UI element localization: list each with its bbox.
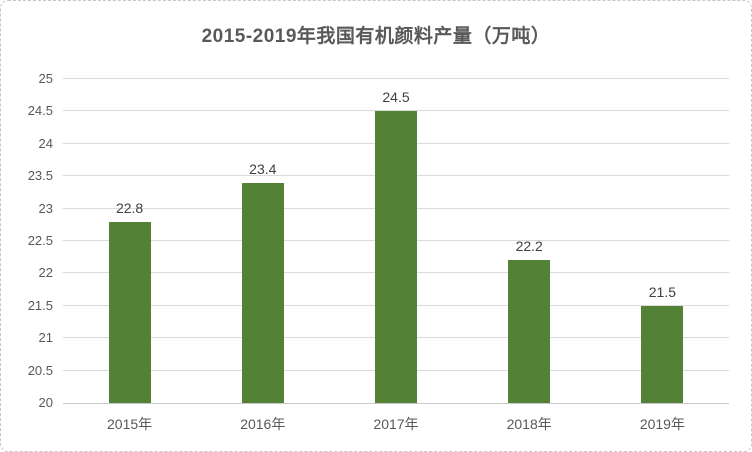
y-axis-tick-label: 20: [38, 395, 53, 410]
y-axis-tick-label: 22: [38, 265, 53, 281]
x-axis-category-label: 2016年: [240, 416, 286, 432]
bar: [641, 305, 684, 403]
y-axis-tick-label: 24.5: [27, 103, 53, 119]
chart-title: 2015-2019年我国有机颜料产量（万吨）: [201, 26, 551, 47]
y-axis-tick-label: 21.5: [27, 297, 53, 313]
bar-value-label: 21.5: [648, 283, 677, 300]
x-axis-category-label: 2018年: [506, 416, 552, 432]
bar: [508, 260, 551, 403]
y-axis-tick-label: 24: [38, 135, 53, 151]
y-axis-tick-label: 23: [38, 200, 53, 216]
plot-area: 20 20.5 21 21.5 22 22.5 23 23.5 24 24.5 25 22.8 2015…: [28, 71, 729, 432]
y-axis-tick-label: 23.5: [27, 168, 53, 184]
y-axis-tick-label: 22.5: [27, 233, 53, 248]
bar-value-label: 22.8: [115, 199, 144, 216]
bar-value-label: 24.5: [382, 89, 410, 106]
x-axis-category-label: 2015年: [107, 416, 153, 432]
y-axis-tick-label: 20.5: [27, 362, 53, 378]
bar-value-label: 22.2: [515, 238, 543, 255]
gridline: [63, 110, 729, 112]
bar: [108, 221, 151, 403]
bar: [375, 111, 417, 403]
y-axis-tick-label: 21: [38, 330, 53, 346]
y-axis-tick-label: 25: [38, 71, 53, 86]
bar: [241, 182, 284, 403]
x-axis-category-label: 2017年: [373, 416, 419, 432]
x-axis-category-label: 2019年: [639, 416, 685, 432]
bar-value-label: 23.4: [249, 160, 277, 177]
gridline: [63, 78, 729, 79]
